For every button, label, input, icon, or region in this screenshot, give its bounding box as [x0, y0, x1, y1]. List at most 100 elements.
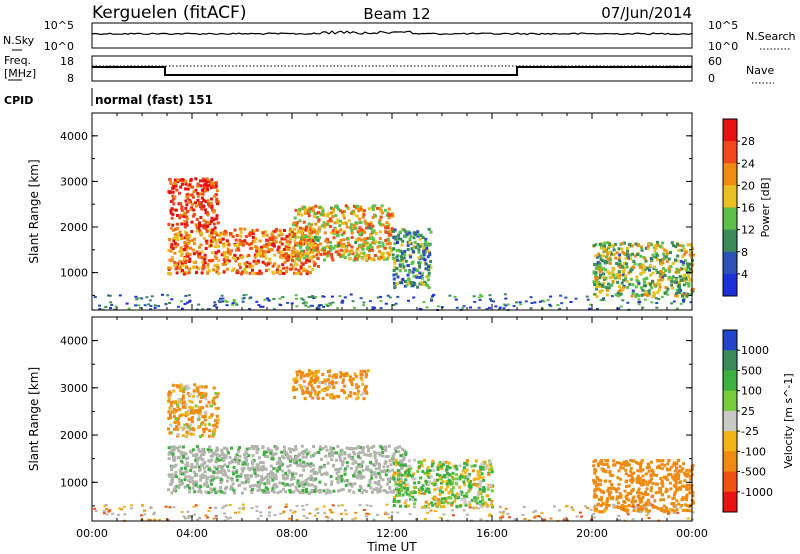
power-echo-cell	[186, 187, 190, 191]
velocity-echo-cell	[311, 386, 315, 390]
power-echo-cell	[653, 283, 657, 287]
power-echo-cell	[340, 254, 344, 258]
power-echo-cell	[171, 223, 175, 227]
power-echo-cell	[184, 264, 188, 268]
power-echo-cell	[608, 272, 611, 275]
power-echo-cell	[381, 251, 385, 255]
velocity-echo-cell	[440, 497, 444, 501]
velocity-near-range-cell	[575, 515, 579, 518]
velocity-echo-cell	[242, 453, 246, 456]
power-echo-cell	[298, 251, 302, 255]
power-echo-cell	[630, 244, 634, 248]
velocity-echo-cell	[416, 469, 420, 473]
power-echo-cell	[235, 248, 238, 252]
power-near-range-cell	[489, 298, 492, 301]
velocity-echo-cell	[435, 499, 439, 503]
velocity-echo-cell	[339, 467, 343, 471]
power-echo-cell	[607, 251, 611, 255]
power-echo-cell	[182, 248, 186, 251]
power-echo-cell	[338, 224, 342, 228]
power-near-range-cell	[362, 301, 366, 304]
power-near-range-cell	[157, 305, 161, 308]
power-echo-cell	[197, 267, 201, 270]
velocity-echo-cell	[184, 411, 188, 414]
velocity-echo-cell	[428, 469, 432, 472]
velocity-echo-cell	[313, 381, 317, 384]
velocity-echo-cell	[404, 453, 408, 457]
power-echo-cell	[205, 183, 209, 187]
power-echo-cell	[642, 284, 646, 288]
power-echo-cell	[295, 263, 299, 267]
velocity-echo-cell	[610, 483, 614, 487]
velocity-echo-cell	[680, 498, 684, 502]
velocity-echo-cell	[225, 447, 229, 451]
velocity-echo-cell	[293, 396, 297, 399]
velocity-echo-cell	[639, 465, 642, 469]
power-echo-cell	[183, 241, 187, 244]
power-echo-cell	[399, 255, 403, 259]
power-echo-cell	[649, 282, 653, 286]
power-echo-cell	[605, 293, 609, 297]
velocity-echo-cell	[453, 466, 456, 470]
velocity-echo-cell	[286, 474, 290, 478]
power-echo-cell	[337, 241, 341, 245]
velocity-echo-cell	[446, 485, 450, 489]
velocity-echo-cell	[349, 456, 353, 460]
velocity-echo-cell	[209, 479, 213, 483]
power-echo-cell	[367, 223, 371, 227]
velocity-echo-cell	[186, 484, 190, 488]
power-echo-cell	[675, 242, 679, 246]
power-echo-cell	[217, 258, 220, 262]
velocity-near-range-cell	[537, 515, 541, 518]
velocity-echo-cell	[337, 468, 341, 472]
velocity-colorbar-label: Velocity [m s^-1]	[782, 373, 795, 468]
velocity-echo-cell	[466, 478, 470, 482]
velocity-echo-cell	[262, 453, 266, 456]
power-near-range-cell	[352, 306, 356, 309]
velocity-echo-cell	[649, 474, 653, 478]
velocity-echo-cell	[645, 487, 649, 491]
velocity-echo-cell	[184, 464, 188, 467]
power-echo-cell	[326, 254, 330, 257]
velocity-echo-cell	[186, 464, 190, 468]
velocity-echo-cell	[683, 496, 687, 500]
velocity-echo-cell	[301, 489, 305, 492]
power-echo-cell	[670, 283, 674, 287]
power-echo-cell	[306, 229, 310, 233]
velocity-echo-cell	[638, 505, 642, 509]
velocity-echo-cell	[412, 472, 416, 476]
power-echo-cell	[348, 257, 352, 261]
velocity-echo-cell	[210, 490, 214, 494]
velocity-echo-cell	[479, 500, 482, 504]
power-echo-cell	[659, 272, 663, 276]
power-echo-cell	[634, 294, 638, 298]
power-echo-cell	[602, 272, 605, 276]
velocity-echo-cell	[168, 413, 172, 417]
velocity-echo-cell	[297, 454, 301, 458]
power-echo-cell	[244, 235, 248, 238]
velocity-echo-cell	[446, 475, 450, 479]
power-echo-cell	[392, 229, 396, 233]
velocity-near-range-cell	[501, 515, 505, 518]
velocity-y-axis-label: Slant Range [km]	[27, 367, 41, 471]
velocity-echo-cell	[445, 471, 449, 475]
velocity-echo-cell	[403, 488, 407, 492]
velocity-near-range-cell	[344, 513, 348, 516]
power-echo-cell	[429, 265, 433, 269]
velocity-colorbar-tick-label: -100	[741, 445, 766, 458]
velocity-echo-cell	[264, 486, 268, 490]
power-echo-cell	[186, 254, 190, 258]
velocity-echo-cell	[463, 477, 467, 481]
power-echo-cell	[663, 274, 667, 277]
velocity-echo-cell	[184, 425, 188, 429]
power-echo-cell	[252, 236, 255, 239]
power-echo-cell	[378, 244, 382, 248]
power-echo-cell	[212, 222, 216, 226]
power-near-range-cell	[558, 307, 562, 310]
velocity-echo-cell	[219, 465, 223, 469]
velocity-near-range-cell	[499, 516, 503, 519]
velocity-echo-cell	[427, 490, 431, 494]
power-near-range-cell	[322, 295, 326, 298]
velocity-echo-cell	[364, 375, 368, 379]
power-echo-cell	[406, 240, 410, 244]
